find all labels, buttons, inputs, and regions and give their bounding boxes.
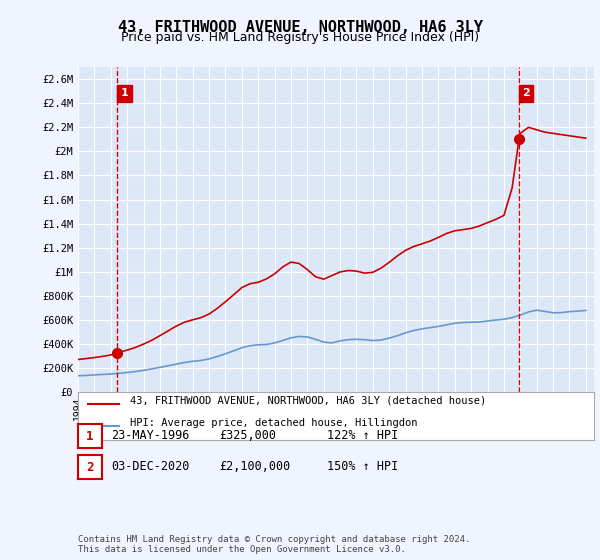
Text: £325,000: £325,000 — [219, 429, 276, 442]
Text: 43, FRITHWOOD AVENUE, NORTHWOOD, HA6 3LY: 43, FRITHWOOD AVENUE, NORTHWOOD, HA6 3LY — [118, 20, 482, 35]
Text: 122% ↑ HPI: 122% ↑ HPI — [327, 429, 398, 442]
Text: 23-MAY-1996: 23-MAY-1996 — [111, 429, 190, 442]
Text: 2: 2 — [522, 88, 530, 99]
Text: Price paid vs. HM Land Registry's House Price Index (HPI): Price paid vs. HM Land Registry's House … — [121, 31, 479, 44]
Text: HPI: Average price, detached house, Hillingdon: HPI: Average price, detached house, Hill… — [130, 418, 417, 428]
Text: 43, FRITHWOOD AVENUE, NORTHWOOD, HA6 3LY (detached house): 43, FRITHWOOD AVENUE, NORTHWOOD, HA6 3LY… — [130, 395, 486, 405]
Text: £2,100,000: £2,100,000 — [219, 460, 290, 473]
Text: 03-DEC-2020: 03-DEC-2020 — [111, 460, 190, 473]
Text: 2: 2 — [86, 460, 94, 474]
Text: 1: 1 — [121, 88, 128, 99]
Text: Contains HM Land Registry data © Crown copyright and database right 2024.
This d: Contains HM Land Registry data © Crown c… — [78, 535, 470, 554]
Text: 150% ↑ HPI: 150% ↑ HPI — [327, 460, 398, 473]
Text: 1: 1 — [86, 430, 94, 443]
